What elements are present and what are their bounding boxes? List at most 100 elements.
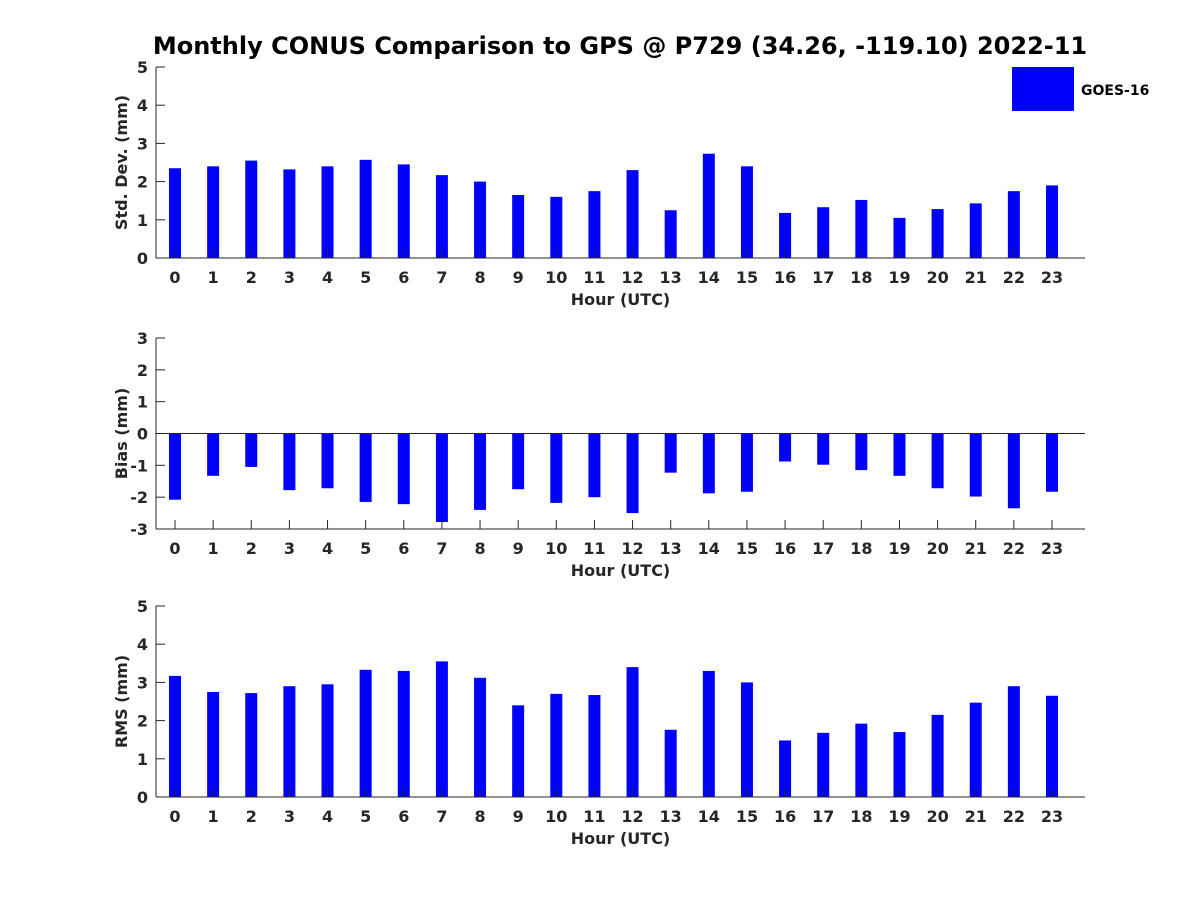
bias-x-tick-label: 4: [322, 539, 333, 558]
bias-bar: [626, 433, 639, 514]
std-dev-bar: [1045, 185, 1058, 258]
bias-x-tick-label: 15: [736, 539, 758, 558]
std-dev-x-tick-label: 20: [926, 268, 948, 287]
rms-x-tick-label: 3: [284, 807, 295, 826]
bias-bar: [779, 433, 792, 462]
bias-y-tick-label: -1: [130, 456, 148, 475]
bias-x-tick-label: 3: [284, 539, 295, 558]
std-dev-x-tick-label: 0: [169, 268, 180, 287]
bias-bar: [855, 433, 868, 471]
rms-bar: [169, 675, 181, 797]
std-dev-bar: [512, 194, 525, 258]
std-dev-x-tick-label: 14: [698, 268, 720, 287]
std-dev-y-tick-label: 1: [137, 211, 148, 230]
std-dev-x-tick-label: 17: [812, 268, 834, 287]
std-dev-x-tick-label: 15: [736, 268, 758, 287]
bias-bar: [969, 433, 982, 497]
rms-y-tick-label: 2: [137, 712, 148, 731]
bias-bar: [550, 433, 563, 503]
bias-x-tick-label: 23: [1041, 539, 1063, 558]
std-dev-x-tick-label: 18: [850, 268, 872, 287]
std-dev-bar: [397, 164, 410, 258]
bias-y-axis-label: Bias (mm): [112, 388, 131, 480]
rms-bar: [626, 667, 639, 797]
bias-x-tick-label: 0: [169, 539, 180, 558]
rms-bar: [817, 732, 830, 797]
std-dev-bar: [817, 207, 830, 258]
rms-bar: [321, 684, 334, 797]
rms-bar: [207, 691, 220, 797]
rms-bar: [1007, 686, 1020, 797]
rms-bar: [1045, 695, 1058, 797]
rms-x-axis-label: Hour (UTC): [571, 829, 671, 848]
rms-x-tick-label: 11: [583, 807, 605, 826]
rms-x-tick-label: 10: [545, 807, 567, 826]
bias-bar: [207, 433, 220, 476]
chart-title: Monthly CONUS Comparison to GPS @ P729 (…: [153, 32, 1087, 60]
std-dev-bar: [626, 170, 639, 258]
std-dev-bar: [588, 191, 601, 258]
bias-x-tick-label: 20: [926, 539, 948, 558]
std-dev-y-tick-label: 4: [137, 96, 148, 115]
bias-x-tick-label: 1: [208, 539, 219, 558]
rms-bar: [245, 693, 258, 797]
rms-x-tick-label: 5: [360, 807, 371, 826]
rms-x-tick-label: 16: [774, 807, 796, 826]
rms-y-axis-label: RMS (mm): [112, 655, 131, 748]
bias-bar: [664, 433, 677, 473]
rms-x-tick-label: 15: [736, 807, 758, 826]
std-dev-x-tick-label: 21: [965, 268, 987, 287]
bias-y-tick-label: 3: [137, 329, 148, 348]
bias-x-tick-label: 21: [965, 539, 987, 558]
bias-x-tick-label: 9: [513, 539, 524, 558]
rms-bar: [283, 686, 296, 797]
legend-swatch: [1012, 67, 1074, 111]
bias-bar: [245, 433, 258, 467]
rms-x-tick-label: 23: [1041, 807, 1063, 826]
bias-bar: [321, 433, 334, 489]
rms-x-tick-label: 0: [169, 807, 180, 826]
rms-x-tick-label: 13: [660, 807, 682, 826]
bias-bar: [740, 433, 753, 492]
bias-bar: [397, 433, 410, 505]
rms-x-tick-label: 4: [322, 807, 333, 826]
rms-y-tick-label: 5: [137, 597, 148, 616]
rms-bar: [664, 729, 677, 797]
bias-x-tick-label: 13: [660, 539, 682, 558]
std-dev-x-tick-label: 6: [398, 268, 409, 287]
bias-x-tick-label: 19: [888, 539, 910, 558]
std-dev-x-tick-label: 12: [621, 268, 643, 287]
bias-bar: [893, 433, 906, 476]
bias-bar: [702, 433, 715, 494]
bias-bar: [1045, 433, 1058, 492]
bias-bar: [931, 433, 944, 489]
std-dev-bar: [855, 199, 868, 258]
bias-bar: [817, 433, 830, 465]
std-dev-bar: [702, 153, 715, 258]
std-dev-bar: [169, 168, 181, 258]
std-dev-bar: [321, 166, 334, 258]
bias-x-tick-label: 5: [360, 539, 371, 558]
std-dev-y-tick-label: 5: [137, 58, 148, 77]
std-dev-bar: [969, 203, 982, 258]
bias-x-tick-label: 18: [850, 539, 872, 558]
rms-x-tick-label: 14: [698, 807, 720, 826]
bias-bar: [588, 433, 601, 498]
std-dev-bar: [779, 212, 792, 258]
rms-bar: [779, 740, 792, 797]
bias-x-tick-label: 16: [774, 539, 796, 558]
bias-bar: [435, 433, 448, 522]
rms-x-tick-label: 20: [926, 807, 948, 826]
rms-bar: [512, 705, 525, 797]
rms-x-tick-label: 12: [621, 807, 643, 826]
bias-bar: [359, 433, 372, 502]
bias-bar: [169, 433, 181, 500]
bias-x-tick-label: 11: [583, 539, 605, 558]
bias-bar: [474, 433, 487, 510]
rms-bar: [435, 661, 448, 797]
std-dev-x-tick-label: 3: [284, 268, 295, 287]
legend: GOES-16: [1012, 67, 1149, 111]
std-dev-bar: [893, 217, 906, 258]
std-dev-x-tick-label: 13: [660, 268, 682, 287]
